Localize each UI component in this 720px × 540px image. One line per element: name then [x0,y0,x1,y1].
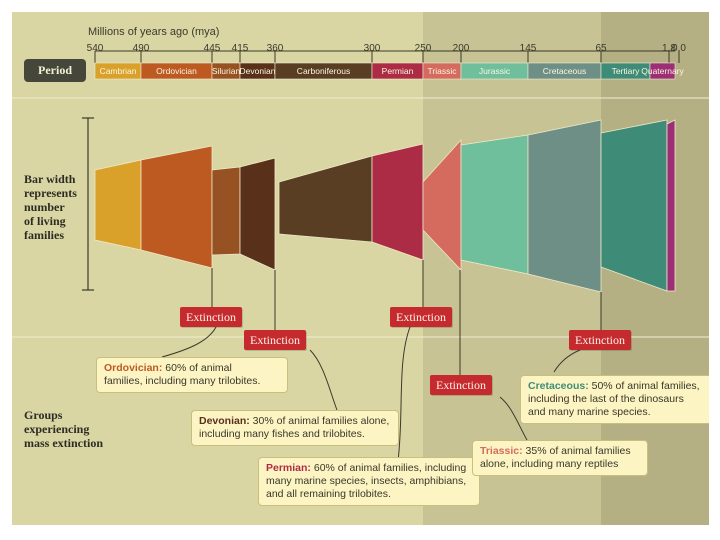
period-segment-label: Carboniferous [296,66,351,76]
permian-callout: Permian: 60% of animal families, includi… [258,457,480,506]
diversity-bar-silurian [211,166,241,256]
period-segment-label: Permian [381,66,414,76]
devonian-leader [309,349,338,411]
ordovician-extinction-tag: Extinction [180,307,242,327]
cretaceous-leader [553,349,581,373]
scale-tick-label: 360 [266,43,284,54]
scale-tick-label: 1.8 [662,43,676,54]
period-segment-label: Cretaceous [542,66,587,76]
period-segment-label: Quaternary [641,66,684,76]
period-segment-label: Ordovician [156,66,197,76]
ordovician-callout: Ordovician: 60% of animal families, incl… [96,357,288,393]
cretaceous-callout-text: 50% of animal families, including the la… [528,380,700,418]
ordovician-callout-text: 60% of animal families, including many t… [104,362,261,387]
diversity-bar-permian [371,143,424,261]
diversity-bar-devonian [239,157,276,271]
scale-tick-label: 490 [132,43,150,54]
scale-tick-label: 300 [363,43,381,54]
devonian-extinction-tag: Extinction [244,330,306,350]
diversity-bar-quaternary [666,119,676,292]
period-segment-quaternary [649,62,676,80]
permian-leader [397,326,411,462]
scale-tick-label: 415 [231,43,249,54]
ordovician-leader [161,326,217,358]
diversity-bar-ordovician [140,145,213,269]
cretaceous-callout-period: Cretaceous: [528,380,589,392]
scale-title: Millions of years ago (mya) [88,26,220,38]
period-segment-label: Devonian [239,66,276,76]
permian-callout-period: Permian: [266,462,311,474]
scale-tick-label: 200 [452,43,470,54]
bar-width-label: Bar width represents number of living fa… [24,172,77,242]
diversity-bar-triassic [422,138,462,272]
triassic-callout: Triassic: 35% of animal families alone, … [472,440,648,476]
scale-tick-label: 540 [86,43,104,54]
diversity-bar-cretaceous [527,119,602,293]
ordovician-callout-period: Ordovician: [104,362,163,374]
scale-tick-label: 445 [203,43,221,54]
diversity-bar-cambrian [94,159,142,251]
triassic-leader [499,396,528,441]
period-segment-label: Silurian [211,66,241,76]
scale-tick-label: 0.0 [672,43,686,54]
period-badge: Period [24,59,86,82]
triassic-callout-text: 35% of animal families alone, including … [480,445,631,470]
diversity-bar-tertiary [600,119,668,292]
timeline-graphic [12,12,709,525]
devonian-callout-text: 30% of animal families alone, including … [199,415,390,440]
scale-tick-label: 250 [414,43,432,54]
scale-tick-label: 145 [519,43,537,54]
triassic-extinction-tag: Extinction [430,375,492,395]
period-segment-label: Jurassic [478,66,511,76]
diversity-bar-jurassic [460,134,529,275]
cretaceous-extinction-tag: Extinction [569,330,631,350]
period-segment-label: Cambrian [99,66,137,76]
devonian-callout-period: Devonian: [199,415,250,427]
devonian-callout: Devonian: 30% of animal families alone, … [191,410,399,446]
scale-tick-label: 65 [595,43,607,54]
period-segment-label: Triassic [427,66,457,76]
permian-extinction-tag: Extinction [390,307,452,327]
period-segment-label: Tertiary [611,66,640,76]
triassic-callout-period: Triassic: [480,445,523,457]
timeline-figure: Millions of years ago (mya) 540 490 445 415… [12,12,709,525]
groups-label: Groups experiencing mass extinction [24,408,103,450]
cretaceous-callout: Cretaceous: 50% of animal families, incl… [520,375,709,424]
permian-callout-text: 60% of animal families, including many m… [266,462,467,500]
